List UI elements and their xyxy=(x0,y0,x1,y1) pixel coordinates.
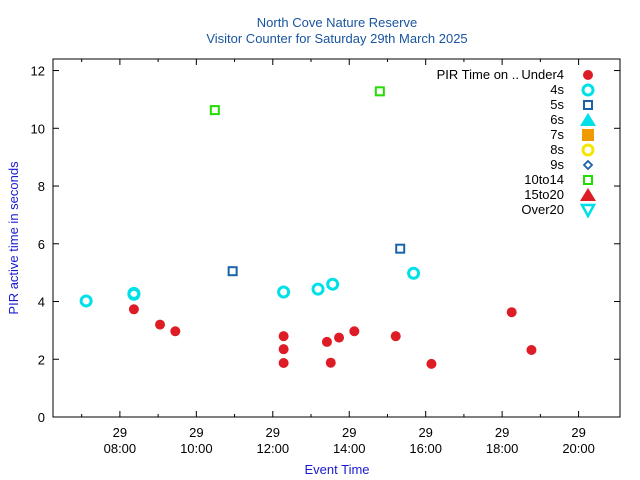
legend-marker-7s xyxy=(582,129,594,141)
legend-marker-4s xyxy=(581,83,595,97)
x-tick-time-label: 16:00 xyxy=(409,441,442,456)
legend-label-15to20: 15to20 xyxy=(524,187,564,202)
legend-marker-8s xyxy=(581,143,595,157)
legend-label-over20: Over20 xyxy=(521,202,564,217)
data-point-under4 xyxy=(278,331,289,342)
x-tick-day-label: 29 xyxy=(571,425,585,440)
legend-label-6s: 6s xyxy=(550,112,564,127)
data-point-5s xyxy=(395,243,406,254)
data-point-4s xyxy=(326,277,340,291)
legend-marker-over20 xyxy=(579,203,597,219)
y-axis: 0 2 4 6 8 10 12 xyxy=(31,64,620,425)
chart-title: North Cove Nature Reserve xyxy=(257,15,417,30)
legend-label-9s: 9s xyxy=(550,157,564,172)
data-point-5s xyxy=(227,266,238,277)
y-tick-label: 2 xyxy=(38,352,45,367)
plot-area xyxy=(52,58,621,418)
x-tick-day-label: 29 xyxy=(495,425,509,440)
data-points xyxy=(79,86,537,369)
data-point-4s xyxy=(79,294,93,308)
x-tick-time-label: 12:00 xyxy=(257,441,290,456)
y-tick-label: 8 xyxy=(38,179,45,194)
data-point-under4 xyxy=(278,344,289,355)
x-tick-day-label: 29 xyxy=(342,425,356,440)
legend-label-4s: 4s xyxy=(550,82,564,97)
data-point-under4 xyxy=(349,326,360,337)
data-point-10to14 xyxy=(209,105,220,116)
x-tick-time-label: 18:00 xyxy=(486,441,519,456)
y-tick-label: 12 xyxy=(31,64,45,79)
legend-label-under4: Under4 xyxy=(521,67,564,82)
data-point-under4 xyxy=(506,307,517,318)
legend-label-5s: 5s xyxy=(550,97,564,112)
data-point-under4 xyxy=(526,345,537,356)
legend-title: PIR Time on .. xyxy=(437,67,519,82)
legend-marker-9s xyxy=(582,159,594,171)
legend-marker-15to20 xyxy=(580,188,596,201)
legend-label-8s: 8s xyxy=(550,142,564,157)
legend-label-10to14: 10to14 xyxy=(524,172,564,187)
legend-marker-under4 xyxy=(583,70,593,80)
x-tick-time-label: 10:00 xyxy=(180,441,213,456)
data-point-under4 xyxy=(155,319,166,330)
data-point-under4 xyxy=(426,358,437,369)
legend: PIR Time on .. Under44s5s6s7s8s9s10to1415… xyxy=(437,67,597,219)
y-tick-label: 10 xyxy=(31,121,45,136)
legend-label-7s: 7s xyxy=(550,127,564,142)
x-tick-day-label: 29 xyxy=(266,425,280,440)
legend-marker-5s xyxy=(583,100,593,110)
data-point-10to14 xyxy=(374,86,385,97)
data-point-4s xyxy=(277,285,291,299)
data-point-under4 xyxy=(128,304,139,315)
legend-marker-10to14 xyxy=(583,175,593,185)
y-tick-label: 6 xyxy=(38,237,45,252)
x-axis-title: Event Time xyxy=(304,462,369,477)
x-tick-time-label: 08:00 xyxy=(104,441,137,456)
legend-marker-6s xyxy=(580,113,596,126)
data-point-under4 xyxy=(390,331,401,342)
data-point-4s xyxy=(311,282,325,296)
y-axis-title: PIR active time in seconds xyxy=(6,161,21,315)
x-tick-day-label: 29 xyxy=(113,425,127,440)
x-tick-time-label: 14:00 xyxy=(333,441,366,456)
y-tick-label: 0 xyxy=(38,410,45,425)
chart-subtitle: Visitor Counter for Saturday 29th March … xyxy=(206,31,467,46)
x-tick-day-label: 29 xyxy=(418,425,432,440)
x-axis: 2908:002910:002912:002914:002916:002918:… xyxy=(81,59,595,456)
x-tick-day-label: 29 xyxy=(189,425,203,440)
x-tick-time-label: 20:00 xyxy=(562,441,595,456)
data-point-4s xyxy=(407,266,421,280)
data-point-under4 xyxy=(278,358,289,369)
data-point-under4 xyxy=(334,332,345,343)
data-point-under4 xyxy=(321,336,332,347)
data-point-under4 xyxy=(170,326,181,337)
y-tick-label: 4 xyxy=(38,295,45,310)
data-point-4s xyxy=(127,287,141,301)
data-point-under4 xyxy=(325,357,336,368)
